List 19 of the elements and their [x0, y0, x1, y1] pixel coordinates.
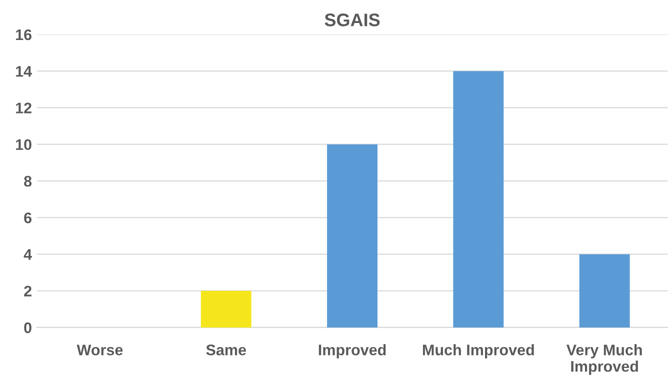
bar [200, 290, 252, 328]
y-tick-label: 2 [24, 286, 32, 296]
x-tick-label: Same [206, 344, 246, 356]
y-tick-label: 8 [24, 176, 32, 187]
x-tick-label: Worse [76, 344, 123, 356]
y-tick-label: 4 [24, 249, 32, 260]
y-tick-label: 14 [16, 66, 32, 77]
x-tick-label: Improved [318, 344, 386, 358]
x-tick-label: Much Improved [423, 344, 534, 358]
y-tick-label: 6 [24, 212, 32, 224]
y-tick-label: 12 [16, 102, 32, 114]
chart-title: SGAIS [324, 14, 380, 26]
bar [453, 71, 504, 328]
y-tick-label: 10 [16, 139, 32, 150]
bar [327, 144, 378, 328]
bar [579, 254, 630, 328]
x-tick-label: Very Much Improved [566, 344, 642, 375]
y-tick-label: 0 [24, 322, 32, 334]
y-tick-label: 16 [16, 29, 32, 40]
